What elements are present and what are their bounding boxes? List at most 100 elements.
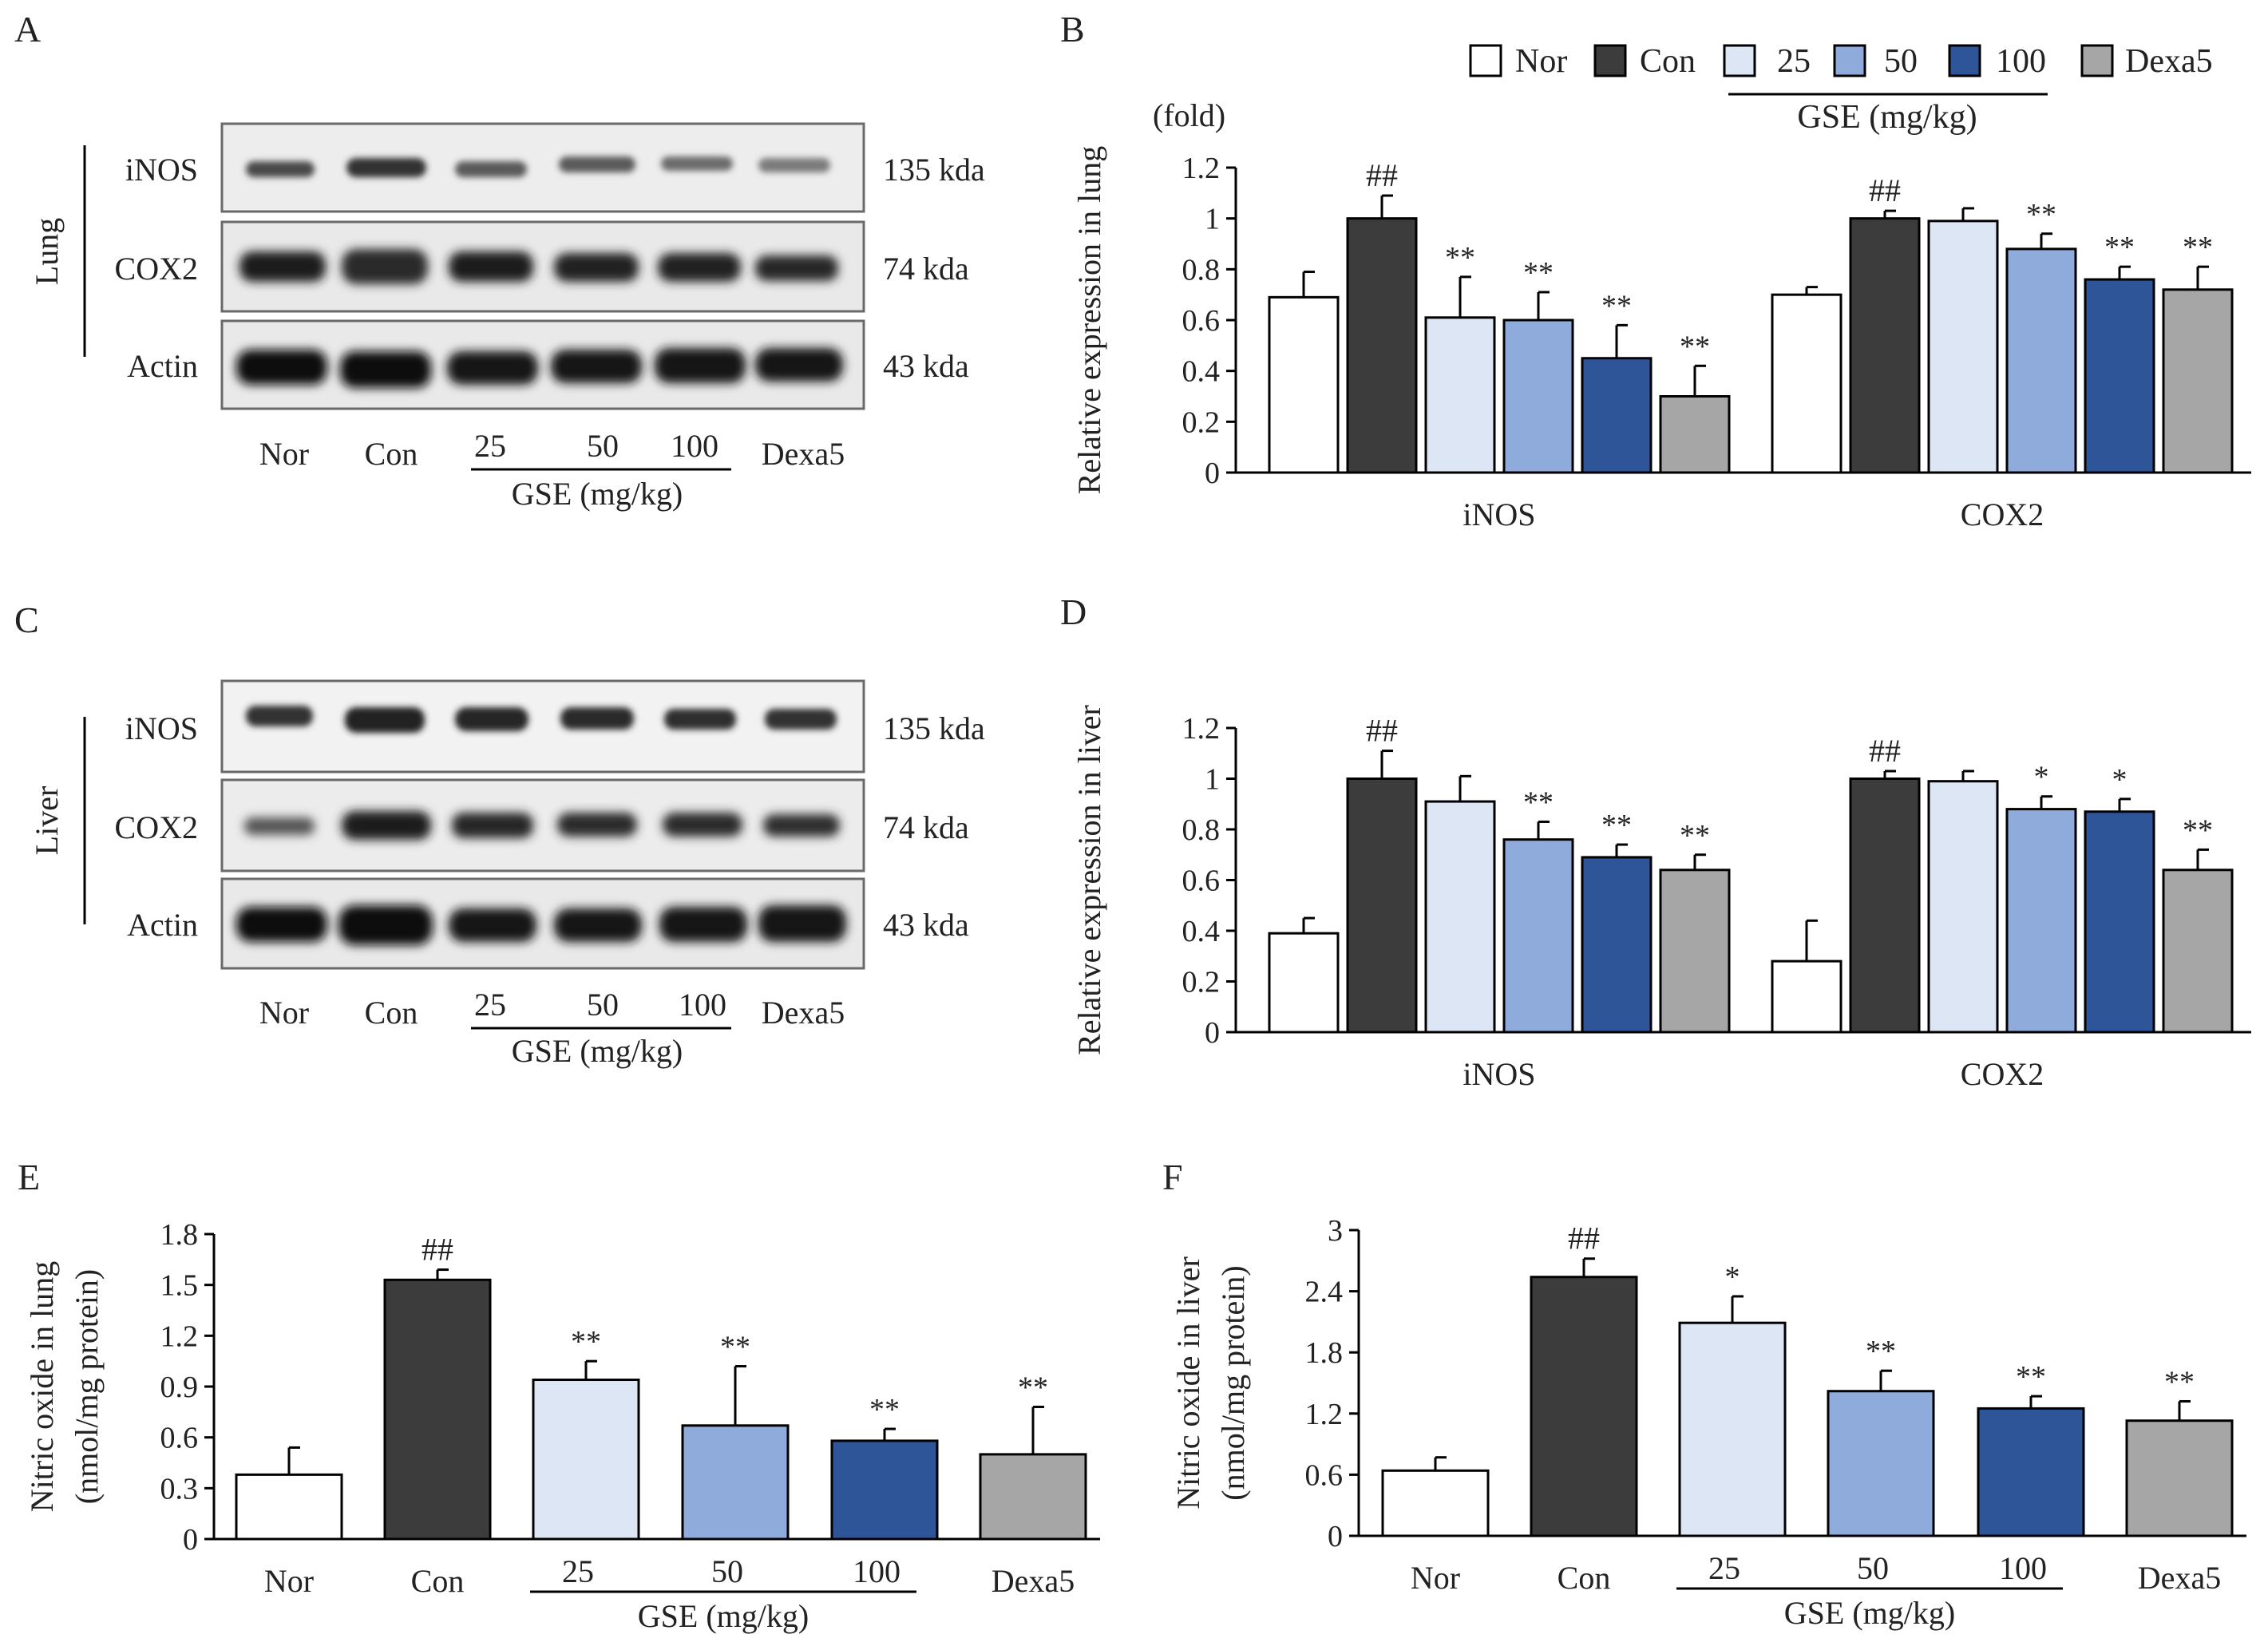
legend-swatch	[1948, 44, 1981, 77]
legend-swatch	[2080, 44, 2114, 77]
band	[236, 907, 327, 942]
significance-mark: **	[869, 1393, 900, 1426]
x-category-label: Con	[1558, 1560, 1611, 1596]
bar	[532, 1379, 640, 1541]
band	[236, 350, 327, 385]
bands-actin	[236, 905, 846, 945]
bar	[1849, 777, 1921, 1034]
legend-item-50: 50	[1833, 43, 1918, 80]
significance-mark: **	[1445, 241, 1475, 275]
significance-mark: **	[2016, 1360, 2046, 1394]
bar	[979, 1453, 1087, 1541]
row-label-inos: iNOS	[125, 152, 198, 188]
band	[342, 249, 428, 284]
y-tick-label: 0	[1205, 1016, 1220, 1050]
significance-mark: **	[1523, 256, 1554, 290]
x-category-label: 100	[853, 1553, 900, 1589]
band	[659, 907, 747, 942]
panel-label-a: A	[14, 9, 41, 49]
bar	[1659, 869, 1731, 1034]
row-label-cox2: COX2	[115, 251, 198, 287]
legend-label: Nor	[1515, 43, 1567, 80]
legend-label: Con	[1640, 43, 1696, 80]
band	[758, 905, 846, 942]
band	[658, 253, 741, 282]
y-tick-label: 1.5	[160, 1269, 199, 1303]
significance-mark: ##	[1869, 172, 1901, 208]
panel-label-d: D	[1060, 592, 1087, 632]
x-category-label: Nor	[264, 1563, 314, 1599]
y-tick-label: 0.6	[1182, 304, 1221, 338]
significance-mark: ##	[1366, 157, 1398, 193]
band	[551, 350, 642, 383]
bar	[235, 1473, 343, 1541]
band	[755, 255, 838, 281]
band	[560, 707, 634, 730]
size-label-inos: 135 kda	[883, 152, 985, 188]
blot-liver: Liver iNOS COX2 Actin 135 kda 74 kda 43 …	[29, 679, 985, 1069]
blot-frame-inos	[220, 122, 865, 213]
bar	[1827, 1390, 1935, 1537]
tissue-label: Liver	[29, 786, 65, 856]
lane-label: Dexa5	[762, 995, 845, 1031]
chart-d: 0 0.2 0.4 0.6 0.8 1 1.2 Relative expression in …	[1071, 705, 2251, 1092]
size-label-cox2: 74 kda	[883, 251, 969, 287]
bar	[1268, 295, 1340, 474]
legend-swatch	[1469, 44, 1502, 77]
lane-label: 50	[587, 428, 619, 464]
y-tick-label: 0.2	[1182, 966, 1221, 999]
y-tick-label: 1.2	[1182, 152, 1221, 185]
legend-item-dexa5: Dexa5	[2080, 43, 2213, 80]
band	[455, 707, 528, 731]
band	[338, 905, 433, 945]
significance-mark: **	[571, 1325, 601, 1359]
significance-mark: **	[2164, 1365, 2195, 1399]
size-label-actin: 43 kda	[883, 348, 969, 384]
size-label-actin: 43 kda	[883, 907, 969, 943]
bands-cox2	[244, 811, 840, 840]
lane-label: 50	[587, 987, 619, 1023]
legend-label: 50	[1884, 43, 1918, 80]
band	[342, 811, 431, 840]
y-tick-label: 0.4	[1182, 355, 1221, 389]
bar	[1502, 838, 1574, 1034]
y-tick-label: 0.8	[1182, 253, 1221, 287]
y-tick-label: 0	[1205, 457, 1220, 490]
y-axis-label-2: (nmol/mg protein)	[69, 1269, 105, 1504]
significance-mark: *	[2112, 763, 2127, 797]
blot-frame-actin	[220, 877, 865, 970]
band	[447, 351, 538, 385]
y-tick-label: 0.9	[160, 1371, 199, 1404]
y-tick-label: 0.4	[1182, 915, 1221, 948]
tissue-label: Lung	[29, 218, 65, 285]
bar	[2084, 278, 2155, 474]
y-axis-label: Nitric oxide in lung	[24, 1261, 60, 1512]
y-tick-label: 1.8	[160, 1218, 199, 1252]
blot-lung: Lung iNOS COX2 Actin 135 kda 74 kda 43 k…	[29, 122, 985, 512]
band	[346, 158, 426, 177]
y-tick-label: 0.8	[1182, 813, 1221, 847]
band	[449, 251, 533, 282]
bar	[1381, 1469, 1490, 1537]
x-category-label: 50	[1857, 1550, 1889, 1586]
bar	[1581, 856, 1653, 1034]
significance-mark: **	[2026, 198, 2056, 231]
significance-mark: **	[2183, 813, 2213, 847]
y-axis-label-2: (nmol/mg protein)	[1215, 1265, 1251, 1500]
y-tick-label: 0	[183, 1523, 198, 1557]
bands-actin	[236, 348, 843, 388]
band	[340, 351, 431, 388]
band	[661, 156, 733, 171]
y-tick-label: 1.2	[1305, 1398, 1344, 1431]
bar	[1268, 932, 1340, 1034]
panel-label-c: C	[14, 599, 39, 640]
y-tick-label: 0.2	[1182, 406, 1221, 439]
y-tick-label: 1	[1205, 203, 1220, 236]
significance-mark: **	[1680, 330, 1710, 363]
band	[246, 706, 313, 726]
significance-mark: ##	[1366, 713, 1398, 749]
band	[554, 253, 639, 282]
legend-item-25: 25	[1723, 43, 1811, 80]
size-label-cox2: 74 kda	[883, 809, 969, 845]
